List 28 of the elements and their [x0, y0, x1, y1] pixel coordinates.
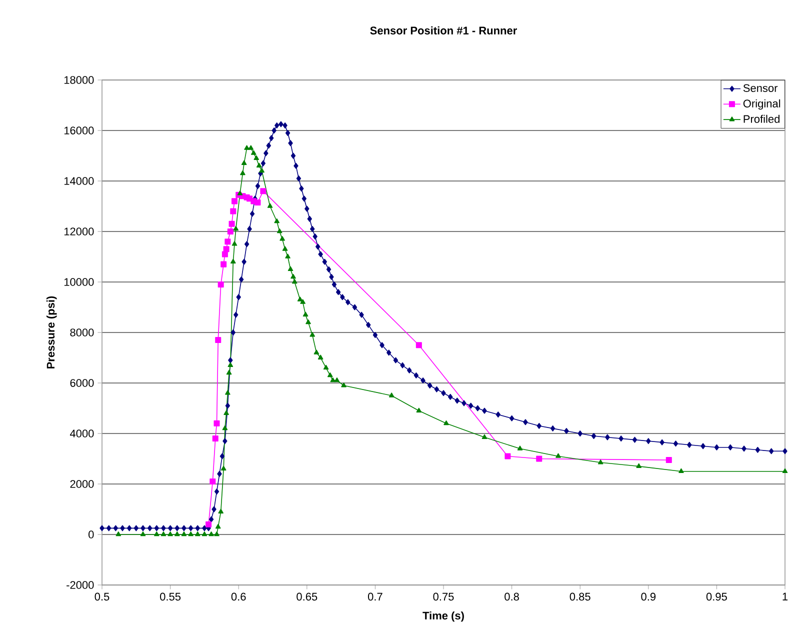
x-tick-label: 0.9 [641, 592, 656, 601]
y-tick-label: 18000 [64, 76, 94, 84]
y-tick-label: 10000 [64, 278, 94, 286]
y-tick-label: 16000 [64, 126, 94, 134]
legend-label: Sensor [743, 84, 778, 92]
x-tick-label: 0.95 [706, 592, 727, 601]
legend-label: Original [743, 99, 780, 110]
y-tick-label: 12000 [64, 228, 94, 236]
y-tick-label: 14000 [64, 177, 94, 185]
x-tick-label: 0.65 [296, 592, 318, 601]
legend-label: Profiled [744, 114, 780, 123]
y-axis-title: Pressure (psi) [46, 296, 57, 368]
x-tick-label: 0.7 [368, 592, 382, 601]
y-tick-label: 6000 [70, 379, 94, 387]
x-tick-label: 0.6 [231, 592, 246, 601]
x-tick-label: 0.75 [433, 592, 454, 601]
x-tick-label: 0.55 [160, 592, 181, 601]
x-tick-label: 1 [782, 592, 788, 600]
x-axis-title: Time (s) [422, 611, 464, 622]
y-tick-label: -2000 [66, 581, 94, 589]
x-tick-label: 0.5 [94, 592, 110, 601]
y-tick-label: 2000 [70, 480, 94, 488]
x-tick-label: 0.8 [504, 592, 519, 601]
chart-title: Sensor Position #1 - Runner [370, 26, 517, 34]
y-tick-label: 0 [88, 530, 94, 538]
y-tick-label: 4000 [70, 430, 94, 438]
y-tick-label: 8000 [70, 328, 94, 336]
x-tick-label: 0.85 [570, 592, 590, 601]
